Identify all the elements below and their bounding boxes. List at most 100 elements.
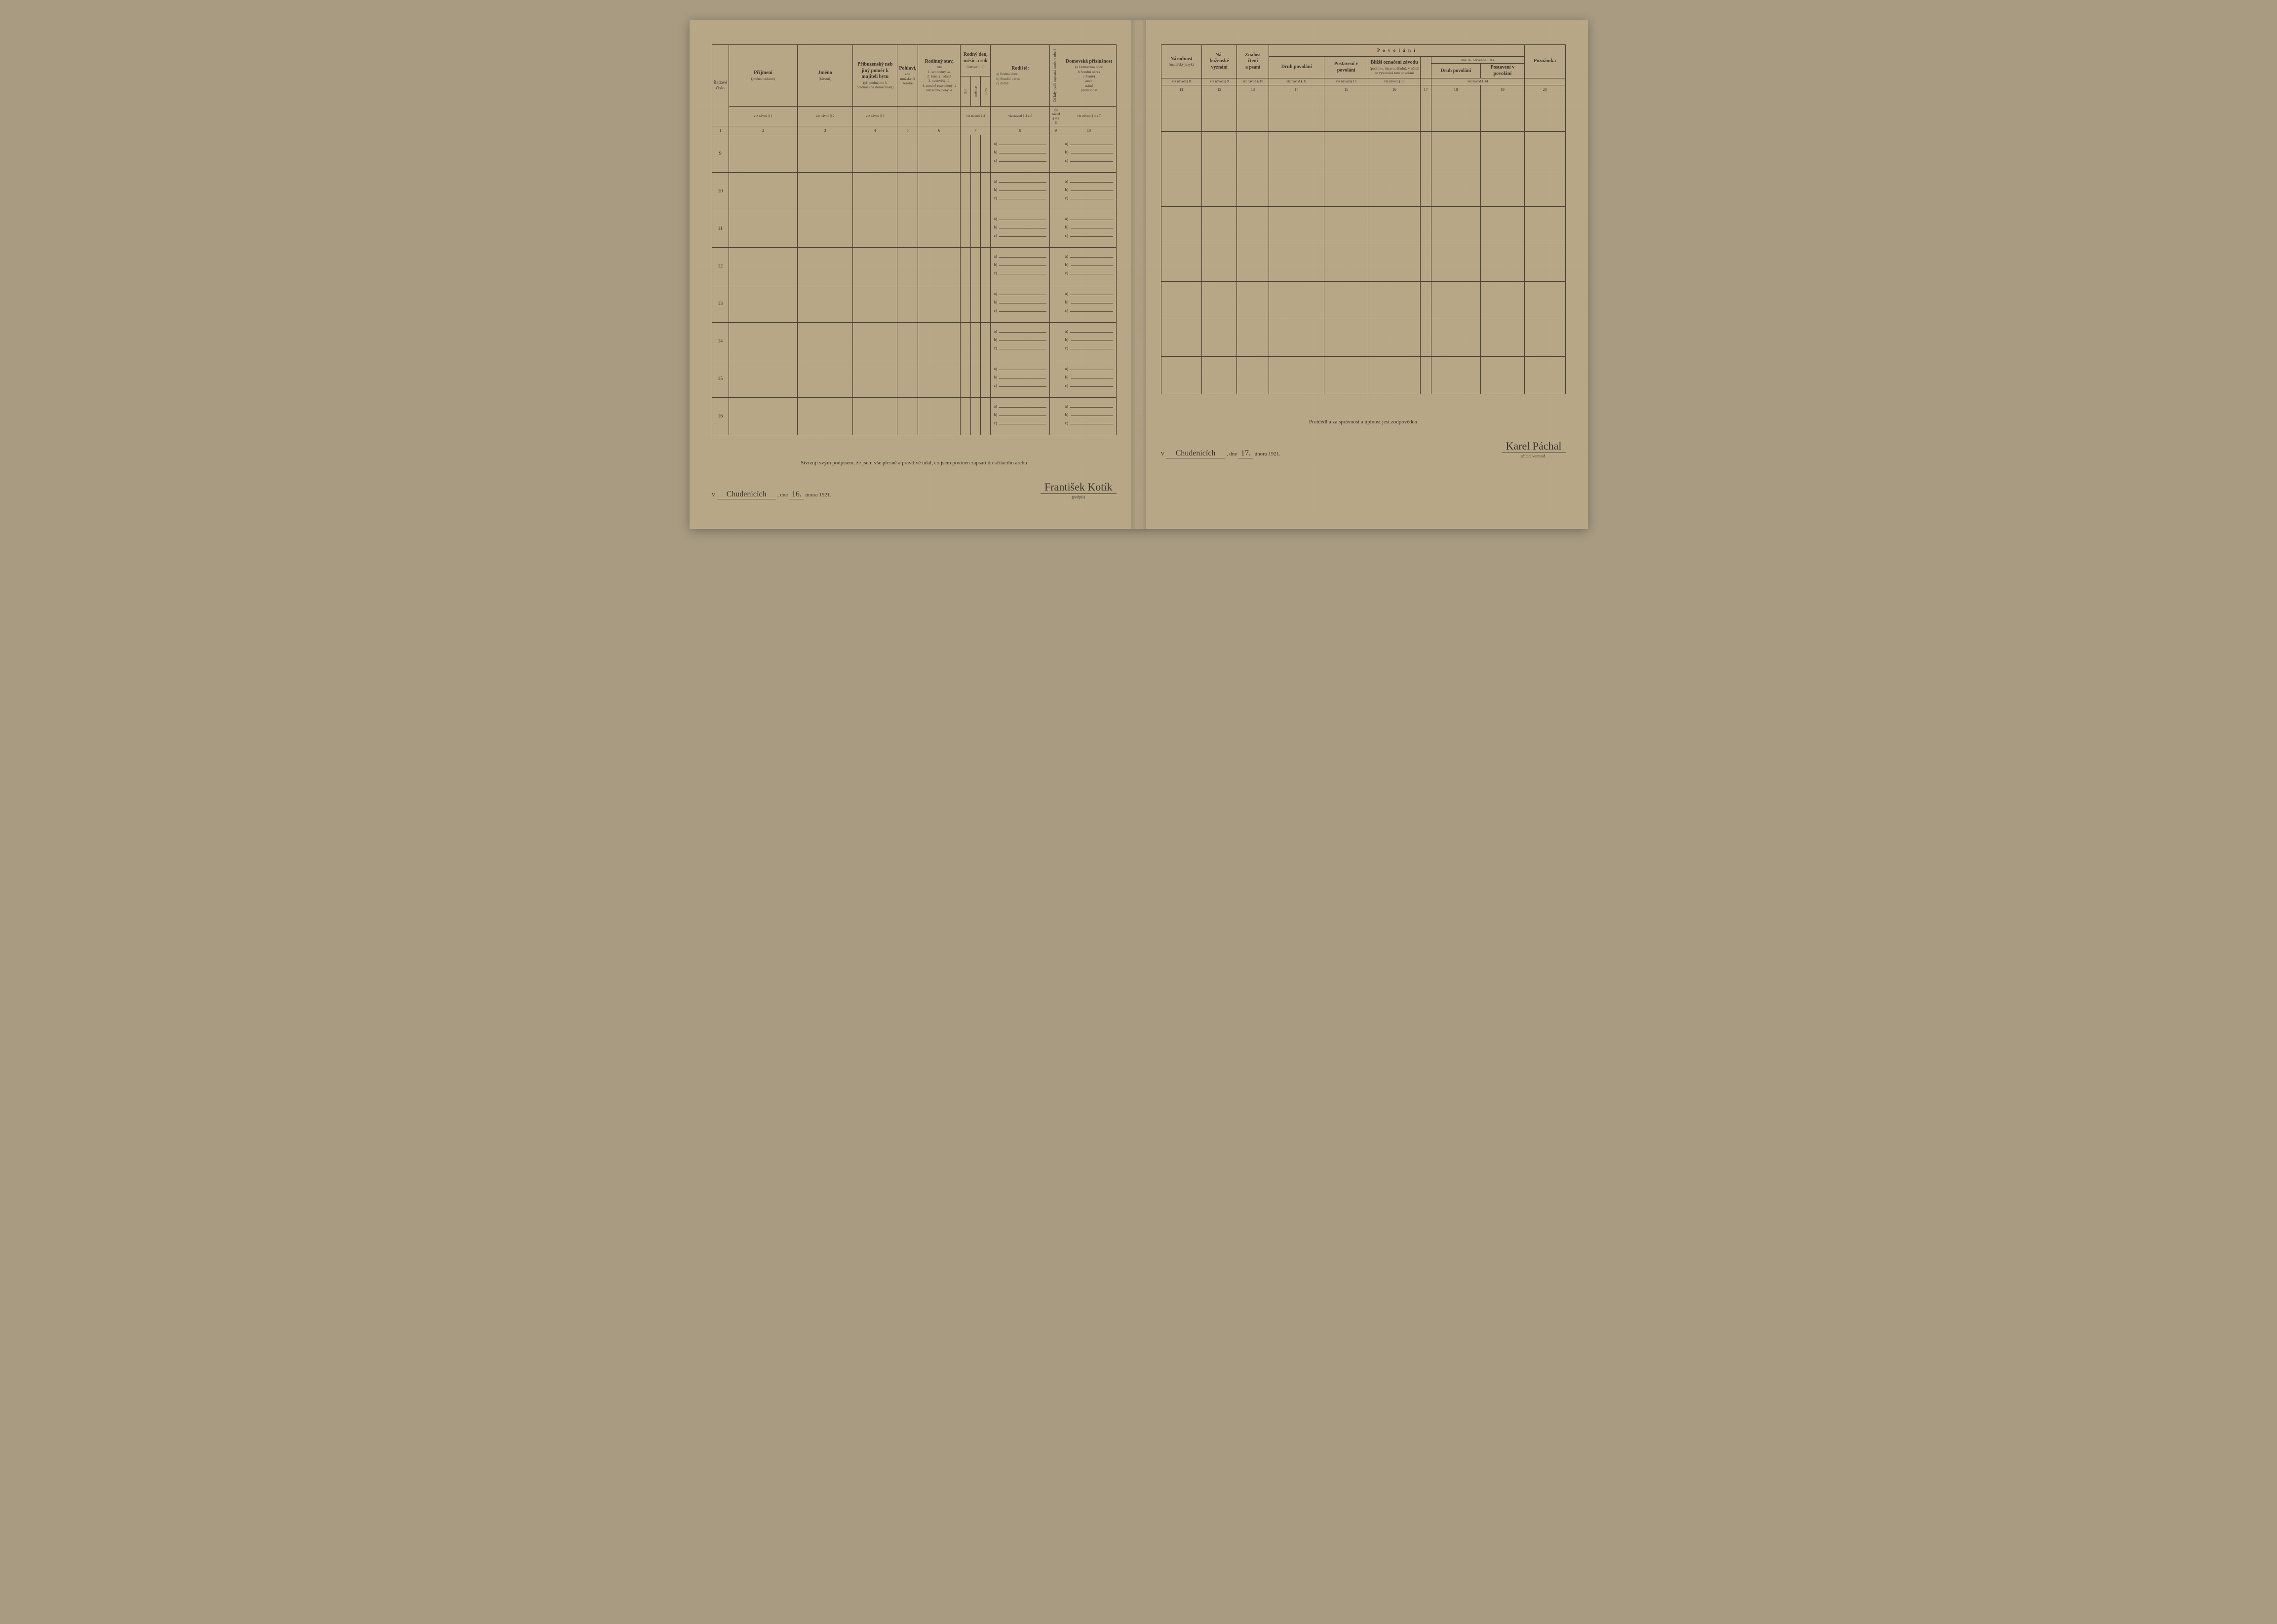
cell [897,323,918,360]
cell [853,135,897,173]
colnum: 18 [1431,85,1480,94]
abc-line: c) [994,420,1046,426]
hdr-c7: Rodný den, měsíc a rok (narozen -a) [961,45,991,76]
table-row [1161,357,1565,394]
cell [1368,169,1421,207]
abc-line: b) [1065,412,1113,417]
cell [1421,244,1431,282]
cell [897,398,918,435]
colnum: 4 [853,126,897,135]
colnum: 2 [729,126,798,135]
cell [897,248,918,285]
hdr-c12: Ná- boženské vyznání [1202,45,1237,78]
day-field: 17. [1238,449,1253,458]
abc-line: a) [994,403,1046,409]
colnum: 6 [918,126,961,135]
cell [1161,94,1202,132]
cell [1481,282,1525,319]
cell [1481,357,1525,394]
cell [970,323,980,360]
abc-line: b) [994,412,1046,417]
abc-line: c) [994,157,1046,163]
colnum: 1 [712,126,729,135]
cell [918,360,961,398]
cell [1161,282,1202,319]
abc-line: c) [994,307,1046,313]
cell [1161,207,1202,244]
colnum: 16 [1368,85,1421,94]
cell [1524,357,1565,394]
hdr-c7c: roku [981,76,991,106]
cell [1368,94,1421,132]
hdr-c14: Druh povolání [1269,57,1324,78]
birthplace-cell: a)b)c) [991,323,1050,360]
cell [853,360,897,398]
cell [918,248,961,285]
colnum: 10 [1062,126,1116,135]
day-field: 16. [789,490,804,499]
abc-line: a) [1065,366,1113,372]
ref-1819: viz návod § 14 [1431,78,1524,85]
colnum: 9 [1050,126,1062,135]
table-row: 14a)b)c)a)b)c) [712,323,1116,360]
domicile-cell: a)b)c) [1062,398,1116,435]
cell [1431,319,1480,357]
domicile-cell: a)b)c) [1062,173,1116,210]
cell [970,285,980,323]
cell [1481,207,1525,244]
cell [1237,282,1269,319]
place-date-line: V Chudenicích , dne 17. února 1921. [1161,449,1281,458]
cell [1431,244,1480,282]
place-date-line: V Chudenicích , dne 16. února 1921. [712,490,832,499]
cell [981,398,991,435]
signature: Karel Páchal [1502,440,1566,453]
cell [1368,319,1421,357]
row-number: 9 [712,135,729,173]
colnum: 5 [897,126,918,135]
hdr-c4: Příbuzenský neb jiný poměr k majiteli by… [853,45,897,107]
cell [1050,360,1062,398]
cell [1481,169,1525,207]
left-table: Řadové číslo Příjmení (jméno rodinné) Jm… [712,44,1117,435]
hdr-c2: Příjmení (jméno rodinné) [729,45,798,107]
cell [1161,244,1202,282]
abc-line: a) [1065,403,1113,409]
cell [1324,282,1368,319]
hdr-c20: Poznámka [1524,45,1565,78]
cell [1269,169,1324,207]
table-row: 12a)b)c)a)b)c) [712,248,1116,285]
colnum: 3 [797,126,852,135]
abc-line: c) [1065,157,1113,163]
cell [1202,282,1237,319]
cell [1481,132,1525,169]
cell [1431,169,1480,207]
cell [981,248,991,285]
ref-15: viz návod § 12 [1324,78,1368,85]
colnum: 17 [1421,85,1431,94]
cell [1421,319,1431,357]
abc-line: b) [994,262,1046,267]
cell [1324,169,1368,207]
cell [961,398,970,435]
abc-line: b) [1065,187,1113,192]
cell [1161,132,1202,169]
cell [961,360,970,398]
cell [729,398,798,435]
cell [1269,132,1324,169]
hdr-c9: Od kdy bydlí zapsaná osoba v obci? [1050,45,1062,107]
cell [1421,357,1431,394]
table-row: 11a)b)c)a)b)c) [712,210,1116,248]
abc-line: b) [994,299,1046,305]
hdr-c15: Postavení v povolání [1324,57,1368,78]
hdr-c5: Pohlaví, zda mužské či ženské [897,45,918,107]
cell [1431,357,1480,394]
cell [1524,244,1565,282]
table-row: 13a)b)c)a)b)c) [712,285,1116,323]
cell [797,248,852,285]
colnum: 8 [991,126,1050,135]
cell [1269,282,1324,319]
hdr-c10: Domovská příslušnost (a Domovská obec b … [1062,45,1116,107]
cell [797,210,852,248]
colnum: 13 [1237,85,1269,94]
cell [1237,94,1269,132]
